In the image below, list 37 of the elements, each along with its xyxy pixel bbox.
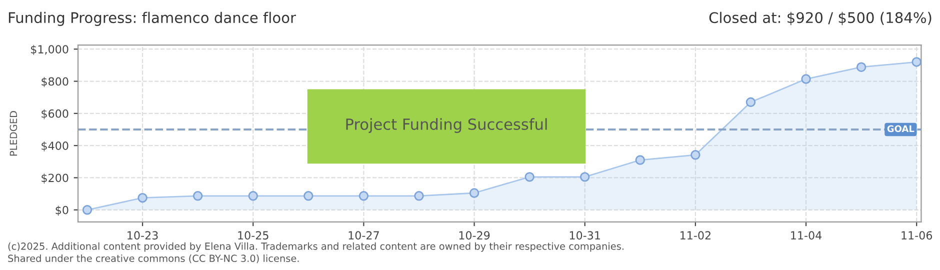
y-tick-label: $0 <box>56 206 68 216</box>
point <box>248 191 258 201</box>
point <box>304 191 314 201</box>
point <box>801 74 811 84</box>
point <box>635 155 645 165</box>
y-tick-label: $600 <box>42 109 68 120</box>
x-tick-label: 10-27 <box>348 231 379 240</box>
chart-title: Funding Progress: flamenco dance floor <box>8 12 296 26</box>
x-tick-label: 10-25 <box>238 231 268 240</box>
point <box>580 172 590 182</box>
point <box>192 191 203 201</box>
y-tick-label: $1,000 <box>31 44 68 55</box>
text: Shared under the creative commons (CC BY-NC 3.0) license. <box>8 254 299 264</box>
point <box>690 150 700 160</box>
point <box>138 192 148 203</box>
point <box>358 191 369 201</box>
y-axis-title: PLEDGED <box>10 111 18 156</box>
chart-subtitle: Closed at: $920 / $500 (184%) <box>709 12 932 26</box>
point <box>414 191 424 201</box>
point <box>82 205 92 215</box>
x-tick-label: 10-23 <box>128 231 158 240</box>
point <box>469 188 480 198</box>
annotation: Project Funding Successful <box>346 118 547 133</box>
x-tick-label: 11-06 <box>902 231 932 240</box>
ref-line-label: GOAL <box>887 125 914 132</box>
x-tick-label: 11-02 <box>680 231 710 240</box>
point <box>856 62 866 72</box>
y-tick-label: $200 <box>42 174 68 184</box>
text: (c)2025. Additional content provided by Elena Villa. Trademarks and related content are owned by their respective companies. <box>8 242 624 252</box>
y-tick-label: $800 <box>42 77 68 88</box>
x-tick-label: 11-04 <box>791 231 822 240</box>
point <box>524 172 534 182</box>
point <box>912 57 922 67</box>
x-tick-label: 10-29 <box>459 231 490 240</box>
point <box>746 97 756 108</box>
y-tick-label: $400 <box>42 141 68 152</box>
x-tick-label: 10-31 <box>570 231 600 240</box>
